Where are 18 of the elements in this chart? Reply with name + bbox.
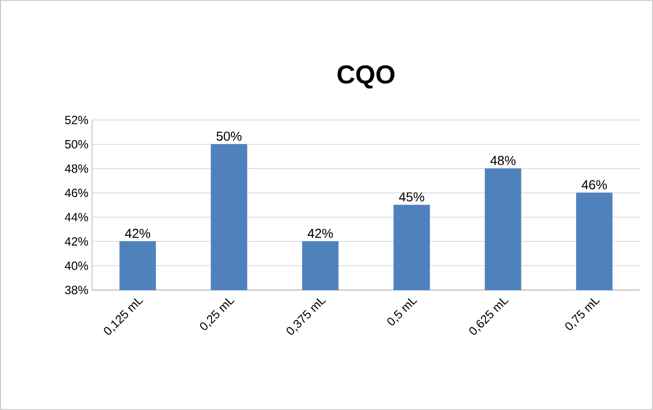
chart-title: CQO — [338, 65, 394, 88]
data-label: 48% — [490, 156, 516, 166]
y-tick-label: 52% — [65, 116, 88, 124]
y-tick-label: 40% — [64, 261, 88, 270]
x-tick-label: 0,25 mL — [200, 298, 235, 330]
y-tick-label: 44% — [64, 212, 88, 222]
y-tick-label: 50% — [65, 140, 88, 149]
y-tick-label: 42% — [64, 237, 88, 246]
x-tick-label: 0,75 mL — [565, 298, 600, 330]
data-label: 45% — [399, 192, 424, 202]
data-label: 46% — [582, 180, 607, 190]
y-tick-label: 38% — [65, 286, 88, 294]
x-tick-label: 0,5 mL — [387, 298, 418, 326]
data-label: 42% — [125, 228, 150, 238]
data-label: 50% — [216, 132, 242, 141]
y-tick-label: 46% — [64, 188, 88, 198]
data-label: 42% — [308, 228, 333, 238]
y-tick-label: 48% — [64, 164, 88, 173]
